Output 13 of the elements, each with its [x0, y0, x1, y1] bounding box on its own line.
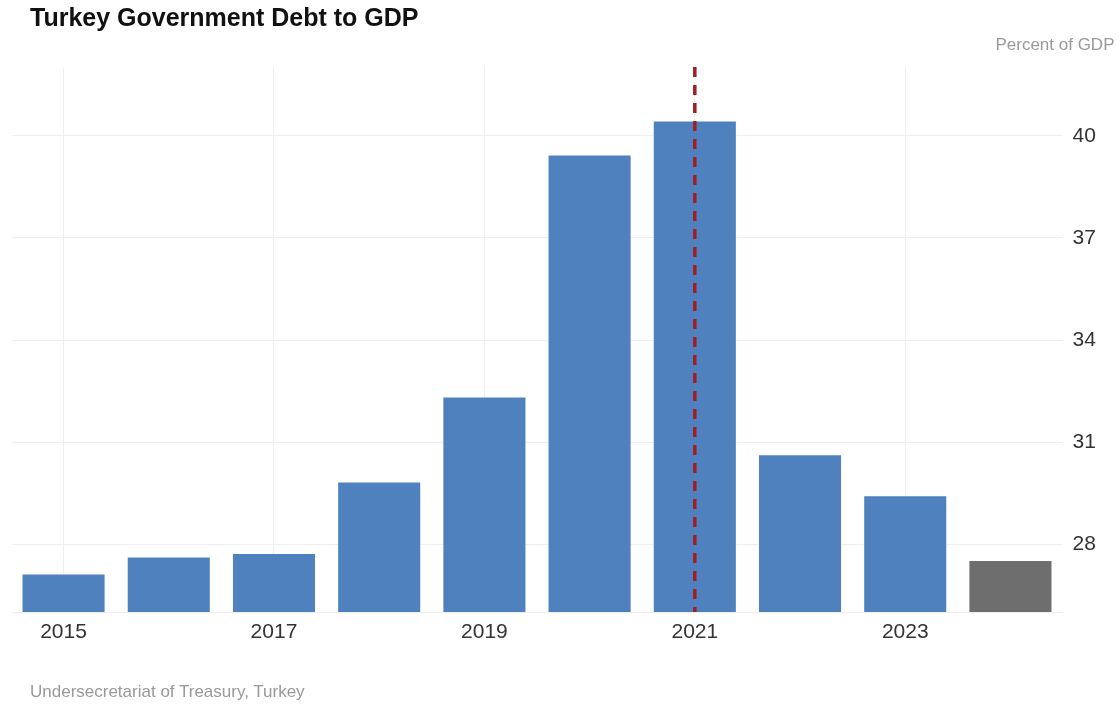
- y-tick-label: 40: [1072, 122, 1096, 146]
- x-tick-label: 2015: [40, 618, 87, 642]
- y-tick-label: 31: [1072, 429, 1096, 453]
- x-tick-label: 2019: [461, 618, 508, 642]
- chart-title: Turkey Government Debt to GDP: [30, 3, 419, 31]
- x-tick-label: 2021: [671, 618, 719, 642]
- y-tick-label: 28: [1072, 531, 1096, 555]
- y-tick-label: 34: [1072, 327, 1097, 350]
- y-axis-title: Percent of GDP: [995, 34, 1115, 54]
- x-tick-label: 2023: [881, 618, 929, 642]
- text: Undersecretariat of Treasury, Turkey: [30, 682, 305, 702]
- y-tick-label: 37: [1072, 224, 1096, 248]
- x-tick-label: 2017: [250, 618, 298, 642]
